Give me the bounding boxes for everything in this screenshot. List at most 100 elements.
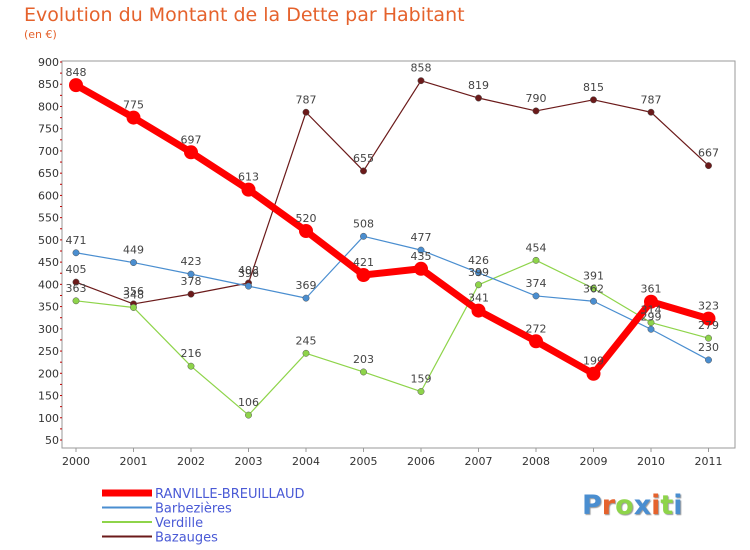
data-label: 667: [698, 147, 719, 160]
data-point: [130, 304, 137, 311]
data-label: 454: [526, 241, 547, 254]
y-tick-label: 750: [38, 123, 59, 136]
data-point: [475, 269, 482, 277]
y-tick-label: 800: [38, 100, 59, 113]
data-point: [647, 325, 655, 333]
data-label: 858: [411, 62, 432, 75]
y-tick-label: 200: [38, 367, 59, 380]
data-label: 323: [698, 300, 719, 313]
data-point: [529, 334, 543, 349]
data-point: [126, 110, 141, 125]
y-tick-label: 250: [38, 345, 59, 358]
x-tick-label: 2009: [580, 455, 608, 468]
data-label: 356: [123, 285, 144, 298]
data-label: 361: [641, 283, 662, 296]
data-point: [360, 232, 367, 240]
y-tick-label: 850: [38, 78, 59, 91]
data-point: [532, 292, 540, 300]
y-tick-label: 350: [38, 301, 59, 314]
data-label: 449: [123, 244, 144, 257]
data-point: [471, 303, 486, 318]
data-point: [360, 368, 367, 376]
legend-label: Bazauges: [155, 531, 218, 546]
logo-letter: i: [651, 490, 661, 521]
data-point: [705, 162, 712, 170]
series-line: [75, 235, 710, 361]
data-label: 299: [641, 310, 662, 323]
series-line: [72, 81, 712, 378]
y-tick-label: 700: [38, 145, 59, 158]
data-point: [644, 294, 658, 309]
proxiti-logo: Proxiti: [582, 490, 683, 521]
data-point: [475, 94, 482, 102]
data-label: 369: [296, 279, 317, 292]
data-label: 391: [583, 269, 604, 282]
logo-letter: o: [615, 490, 634, 521]
data-point: [69, 78, 83, 93]
y-tick-label: 150: [38, 390, 59, 403]
y-tick-label: 650: [38, 167, 59, 180]
y-tick-label: 450: [38, 256, 59, 269]
data-point: [590, 297, 597, 305]
data-point: [705, 334, 712, 342]
data-label: 203: [353, 353, 374, 366]
data-point: [417, 77, 425, 85]
data-label: 426: [468, 254, 489, 267]
data-point: [245, 411, 252, 419]
data-label: 775: [123, 99, 144, 112]
data-point: [187, 290, 195, 298]
data-point: [356, 268, 371, 283]
data-point: [302, 294, 310, 302]
data-point: [417, 388, 425, 395]
y-tick-label: 400: [38, 278, 59, 291]
data-label: 363: [66, 282, 87, 295]
x-tick-label: 2002: [177, 455, 205, 468]
data-label: 159: [411, 373, 432, 386]
data-point: [705, 356, 712, 364]
x-tick-label: 2008: [522, 455, 550, 468]
x-tick-label: 2005: [350, 455, 378, 468]
data-point: [475, 281, 482, 289]
data-point: [414, 261, 428, 276]
logo-letter: t: [660, 490, 674, 521]
x-tick-label: 2004: [292, 455, 320, 468]
data-label: 230: [698, 341, 719, 354]
logo-letter: i: [673, 490, 683, 521]
data-label: 279: [698, 319, 719, 332]
data-label: 362: [583, 282, 604, 295]
x-tick-label: 2003: [235, 455, 263, 468]
logo-letter: P: [582, 490, 602, 521]
data-label: 787: [296, 93, 317, 106]
data-label: 435: [411, 250, 432, 263]
data-label: 399: [468, 266, 489, 279]
data-point: [72, 278, 80, 286]
data-label: 697: [181, 133, 202, 146]
data-label: 199: [583, 355, 604, 368]
data-point: [586, 366, 601, 381]
chart-title: Evolution du Montant de la Dette par Hab…: [24, 4, 465, 26]
data-label: 216: [181, 347, 202, 360]
legend-label: Verdille: [155, 516, 203, 531]
data-label: 374: [526, 277, 547, 290]
legend-label: RANVILLE-BREUILLAUD: [155, 487, 305, 502]
data-point: [187, 362, 195, 370]
data-label: 421: [353, 256, 374, 269]
data-label: 272: [526, 322, 547, 335]
data-point: [647, 108, 655, 116]
data-label: 815: [583, 81, 604, 94]
x-tick-label: 2011: [695, 455, 723, 468]
y-tick-label: 550: [38, 212, 59, 225]
data-label: 341: [468, 292, 489, 305]
data-point: [360, 167, 367, 175]
data-label: 396: [238, 267, 259, 280]
data-point: [299, 223, 313, 238]
data-label: 520: [296, 212, 317, 225]
data-point: [417, 246, 425, 254]
x-tick-label: 2000: [62, 455, 90, 468]
data-point: [590, 284, 597, 292]
data-label: 348: [123, 288, 144, 301]
data-label: 787: [641, 93, 662, 106]
data-point: [241, 182, 256, 197]
data-label: 613: [238, 171, 259, 184]
data-label: 819: [468, 79, 489, 92]
